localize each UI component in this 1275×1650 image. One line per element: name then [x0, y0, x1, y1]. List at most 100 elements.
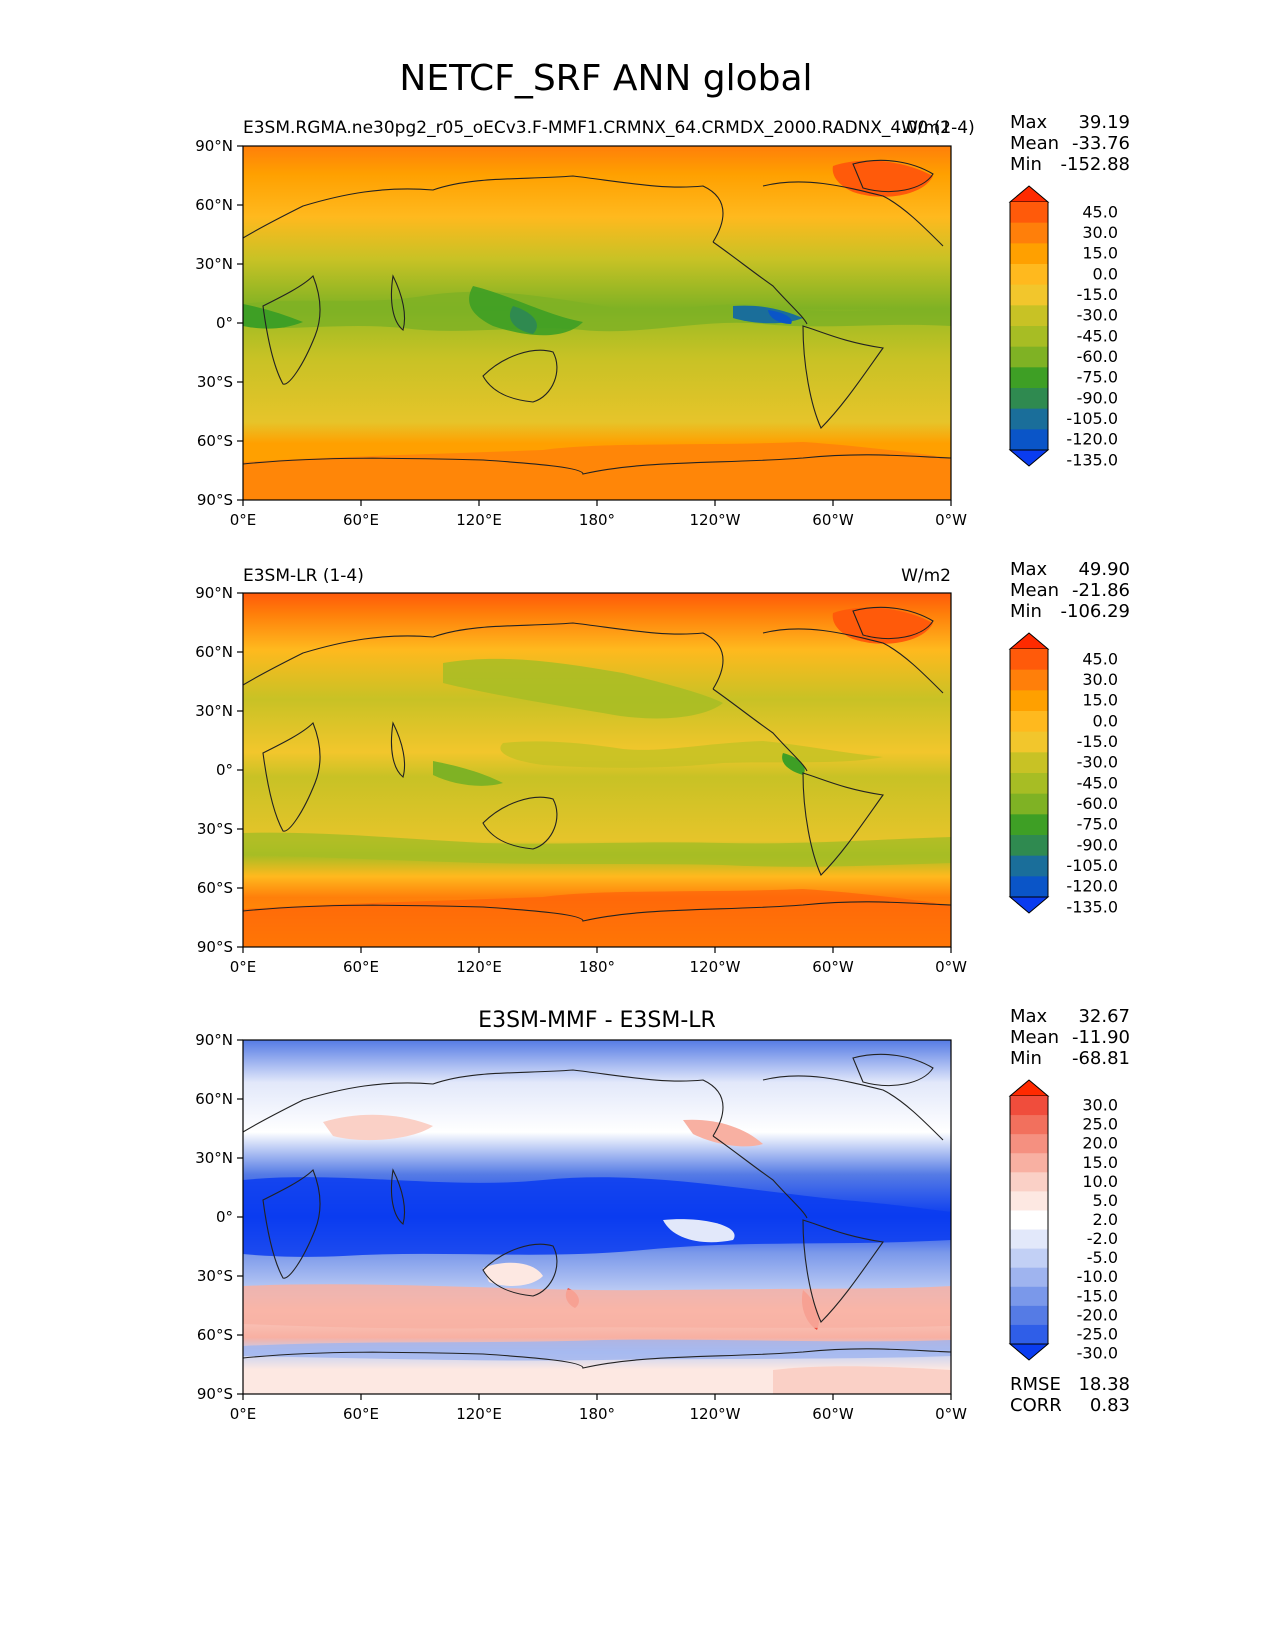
lat-tick-label: 30°N — [195, 702, 233, 720]
colorbar-segment — [1010, 243, 1048, 265]
colorbar-layer: 45.030.015.00.0-15.0-30.0-45.0-60.0-75.0… — [1008, 185, 1118, 1363]
panel-1-left-title: E3SM.RGMA.ne30pg2_r05_oECv3.F-MMF1.CRMNX… — [243, 118, 975, 138]
lon-tick-label: 120°E — [456, 1405, 502, 1423]
colorbar-tick-label: -30.0 — [1077, 306, 1118, 325]
lon-tick-label: 0°W — [935, 958, 967, 976]
colorbar-segment — [1010, 649, 1048, 671]
lat-tick-label: 60°S — [197, 879, 233, 897]
colorbar-segment — [1010, 731, 1048, 753]
colorbar-segment — [1010, 793, 1048, 815]
colorbar-tick-label: -45.0 — [1077, 326, 1118, 345]
lat-tick-label: 60°N — [195, 196, 233, 214]
lon-tick-label: 0°W — [935, 511, 967, 529]
colorbar-segment — [1010, 711, 1048, 733]
colorbar-tick-label: -90.0 — [1077, 835, 1118, 854]
lon-tick-label: 120°W — [690, 1405, 741, 1423]
colorbar-segment — [1010, 752, 1048, 774]
colorbar-tick-label: -2.0 — [1087, 1229, 1118, 1248]
colorbar-tick-label: 0.0 — [1093, 711, 1118, 730]
coastlines — [242, 159, 952, 475]
stat-label-min: Min — [1010, 1048, 1042, 1069]
colorbar-tick-label: 30.0 — [1082, 223, 1118, 242]
colorbar-segment — [1010, 326, 1048, 348]
colorbar-tick-label: 20.0 — [1082, 1134, 1118, 1153]
map-field — [243, 1040, 951, 1394]
panel-2 — [242, 592, 952, 948]
lon-tick-label: 180° — [579, 958, 615, 976]
lat-tick-label: 90°S — [197, 1385, 233, 1403]
colorbar-tick-label: -20.0 — [1077, 1305, 1118, 1324]
colorbar-tick-label: 45.0 — [1082, 649, 1118, 668]
colorbar-segment — [1010, 388, 1048, 410]
stat-label-min: Min — [1010, 601, 1042, 622]
colorbar-tick-label: -15.0 — [1077, 732, 1118, 751]
lon-tick-label: 60°E — [343, 1405, 379, 1423]
lat-tick-label: 30°N — [195, 1149, 233, 1167]
lat-tick-label: 0° — [216, 314, 233, 332]
panel-2-left-title: E3SM-LR (1-4) — [243, 566, 364, 586]
stat-value-rmse: 18.38 — [1078, 1374, 1130, 1395]
colorbar-tick-label: -120.0 — [1066, 877, 1118, 896]
colorbar-segment — [1010, 202, 1048, 224]
panel-1-units: W/m2 — [901, 118, 951, 138]
colorbar-tick-label: -30.0 — [1077, 753, 1118, 772]
colorbar-extend-max — [1008, 632, 1050, 650]
lon-tick-label: 0°E — [230, 1405, 257, 1423]
colorbar-tick-label: -105.0 — [1066, 409, 1118, 428]
colorbar-outline — [1009, 1096, 1049, 1344]
lat-tick-label: 60°N — [195, 643, 233, 661]
stat-value-mean: -11.90 — [1072, 1027, 1130, 1048]
lon-tick-label: 120°W — [690, 958, 741, 976]
colorbar-segment — [1010, 1305, 1048, 1326]
colorbar-extend-min — [1008, 449, 1050, 467]
colorbar-segment — [1010, 1324, 1048, 1345]
colorbar-tick-label: 15.0 — [1082, 1153, 1118, 1172]
colorbar-segment — [1010, 1248, 1048, 1269]
lat-tick-label: 90°N — [195, 137, 233, 155]
colorbar-tick-label: -60.0 — [1077, 794, 1118, 813]
stat-label-max: Max — [1010, 1006, 1048, 1027]
lat-tick-label: 30°N — [195, 255, 233, 273]
colorbar-tick-label: -5.0 — [1087, 1248, 1118, 1267]
axes-layer: 90°N 60°N 30°N 0° 30°S 60°S 90°S 0°E 60°E 120°E 18… — [195, 137, 967, 1423]
colorbar-tick-label: -135.0 — [1066, 450, 1118, 469]
figure-title: NETCF_SRF ANN global — [399, 58, 812, 99]
colorbar-tick-label: -120.0 — [1066, 430, 1118, 449]
colorbar-tick-label: -105.0 — [1066, 856, 1118, 875]
colorbar-segment — [1010, 1115, 1048, 1135]
lon-tick-label: 60°E — [343, 958, 379, 976]
colorbar-segment — [1010, 1267, 1048, 1288]
lon-tick-label: 0°W — [935, 1405, 967, 1423]
colorbar-tick-label: -60.0 — [1077, 347, 1118, 366]
stat-value-max: 39.19 — [1078, 112, 1130, 133]
colorbar-tick-label: 0.0 — [1093, 264, 1118, 283]
stat-value-max: 49.90 — [1078, 559, 1130, 580]
colorbar-tick-label: -75.0 — [1077, 815, 1118, 834]
lat-tick-label: 30°S — [197, 1267, 233, 1285]
lon-tick-label: 120°E — [456, 511, 502, 529]
panel-3-center-title: E3SM-MMF - E3SM-LR — [478, 1008, 716, 1033]
stat-label-mean: Mean — [1010, 580, 1059, 601]
map-field — [243, 593, 951, 947]
colorbar-tick-label: -45.0 — [1077, 773, 1118, 792]
colorbar-segment — [1010, 367, 1048, 389]
stat-label-mean: Mean — [1010, 133, 1059, 154]
colorbar-segment — [1010, 1286, 1048, 1307]
panel-3 — [242, 1039, 952, 1395]
lat-tick-label: 60°S — [197, 1326, 233, 1344]
lat-tick-label: 90°S — [197, 938, 233, 956]
colorbar-tick-label: 15.0 — [1082, 244, 1118, 263]
colorbar-extend-max — [1008, 185, 1050, 203]
stat-value-mean: -21.86 — [1072, 580, 1130, 601]
colorbar-segment — [1010, 305, 1048, 327]
colorbar-outline — [1009, 202, 1049, 450]
panel-1 — [242, 145, 952, 501]
lon-tick-label: 60°E — [343, 511, 379, 529]
colorbar-tick-label: -30.0 — [1077, 1344, 1118, 1363]
colorbar-tick-label: 25.0 — [1082, 1115, 1118, 1134]
colorbar-outline — [1009, 649, 1049, 897]
lon-tick-label: 120°W — [690, 511, 741, 529]
lat-tick-label: 90°N — [195, 1031, 233, 1049]
colorbar-tick-label: -25.0 — [1077, 1324, 1118, 1343]
lat-tick-label: 90°S — [197, 491, 233, 509]
